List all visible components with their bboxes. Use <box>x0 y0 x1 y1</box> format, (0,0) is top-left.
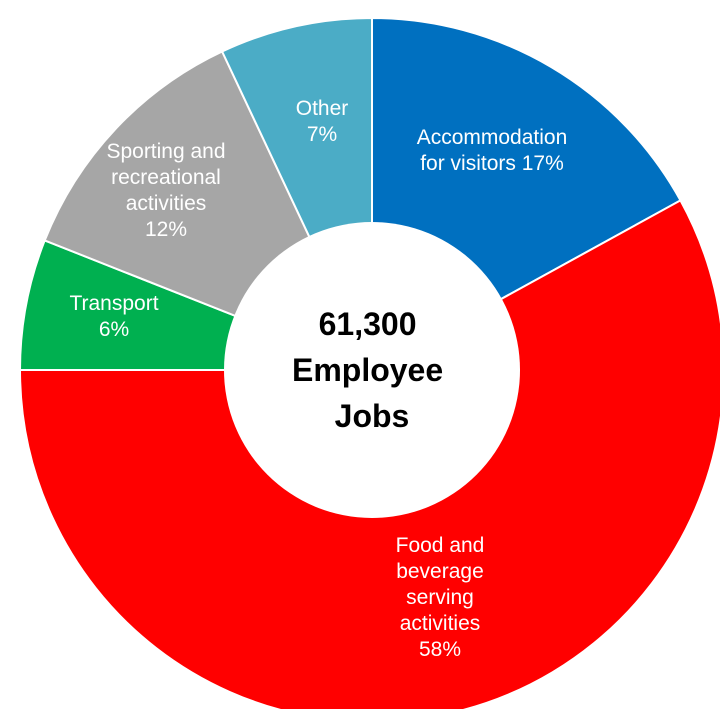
center-label-line-2: Employee <box>292 352 443 388</box>
slice-label-4-line-1: 7% <box>307 123 337 146</box>
slice-label-1-line-4: 58% <box>419 638 461 661</box>
slice-label-0-line-1: for visitors 17% <box>420 152 564 175</box>
slice-label-3-line-2: activities <box>126 192 207 215</box>
slice-label-3: Sporting and recreational activities 12% <box>106 140 225 241</box>
slice-label-1-line-0: Food and <box>396 534 485 557</box>
donut-hole <box>224 222 520 518</box>
slice-label-3-line-0: Sporting and <box>106 140 225 163</box>
slice-label-1-line-3: activities <box>400 612 481 635</box>
slice-label-2-line-0: Transport <box>69 292 158 315</box>
center-label-line-1: 61,300 <box>319 306 417 342</box>
slice-label-3-line-1: recreational <box>111 166 221 189</box>
slice-label-0: Accommodation for visitors 17% <box>417 126 568 175</box>
slice-label-4-line-0: Other <box>296 97 349 120</box>
slice-label-0-line-0: Accommodation <box>417 126 568 149</box>
slice-label-2-line-1: 6% <box>99 318 129 341</box>
slice-label-1: Food and beverage serving activities 58% <box>396 534 485 661</box>
slice-label-4: Other 7% <box>296 97 349 146</box>
slice-label-1-line-2: serving <box>406 586 474 609</box>
center-label-line-3: Jobs <box>335 398 410 434</box>
center-label: 61,300 Employee Jobs <box>292 306 452 434</box>
slice-label-2: Transport 6% <box>69 292 158 341</box>
slice-labels: Accommodation for visitors 17% Food and bev… <box>69 97 567 661</box>
slice-label-1-line-1: beverage <box>396 560 484 583</box>
slice-label-3-line-3: 12% <box>145 218 187 241</box>
